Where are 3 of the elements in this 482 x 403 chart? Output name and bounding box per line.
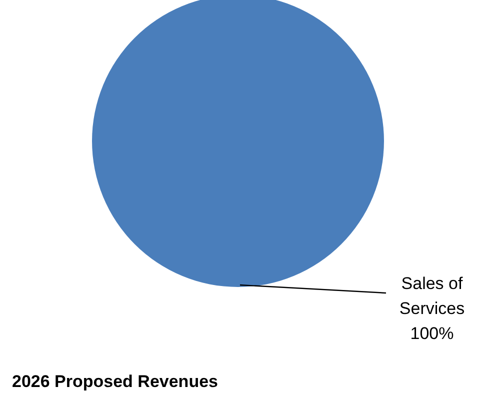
text: 2026 Proposed Revenues (12, 372, 218, 391)
slice-label: Sales of Services (399, 274, 465, 318)
data-label: 100% (410, 324, 454, 343)
